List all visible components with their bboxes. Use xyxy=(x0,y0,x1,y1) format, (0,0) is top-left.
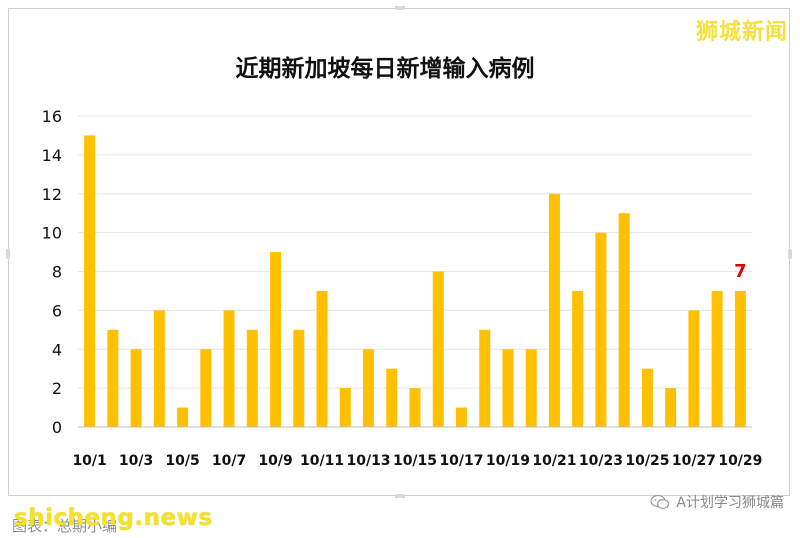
site-watermark: shicheng.news xyxy=(14,505,213,531)
bar-10-6 xyxy=(200,349,212,427)
bar-10-21 xyxy=(548,193,560,427)
bar-10-2 xyxy=(107,329,119,427)
y-tick-label: 14 xyxy=(42,146,62,165)
resize-handle-top[interactable] xyxy=(395,6,405,10)
bar-10-1 xyxy=(84,135,96,427)
resize-handle-bottom[interactable] xyxy=(395,494,405,498)
x-tick-label: 10/11 xyxy=(300,453,344,469)
x-tick-label: 10/19 xyxy=(486,453,530,469)
x-axis-ticks: 10/1 10/3 10/5 10/7 10/9 10/11 10/13 10/15 10/17… xyxy=(72,453,762,469)
y-tick-label: 6 xyxy=(52,301,62,320)
bar-10-24 xyxy=(618,213,630,427)
chart-title: 近期新加坡每日新增输入病例 xyxy=(236,55,535,82)
bar-10-17 xyxy=(455,407,467,427)
bar-10-3 xyxy=(130,349,142,427)
bar-10-14 xyxy=(386,368,398,427)
y-tick-label: 16 xyxy=(42,107,62,126)
bar-10-18 xyxy=(479,329,491,427)
bars xyxy=(84,135,746,427)
bar-10-29 xyxy=(734,290,746,427)
bar-10-27 xyxy=(688,310,700,427)
bar-10-23 xyxy=(595,232,607,427)
y-tick-label: 2 xyxy=(52,379,62,398)
bar-chart: 近期新加坡每日新增输入病例 0 2 4 6 8 10 12 14 16 10/1 10/3 10/5… xyxy=(42,55,763,469)
x-tick-label: 10/29 xyxy=(718,453,762,469)
y-tick-label: 4 xyxy=(52,340,62,359)
bar-10-28 xyxy=(711,290,723,427)
bar-10-11 xyxy=(316,290,328,427)
wechat-account: A计划学习狮城篇 xyxy=(650,492,784,512)
bar-10-9 xyxy=(270,252,282,427)
x-tick-label: 10/17 xyxy=(439,453,483,469)
wechat-account-name: A计划学习狮城篇 xyxy=(676,495,784,511)
y-tick-label: 8 xyxy=(52,263,62,282)
x-tick-label: 10/9 xyxy=(258,453,292,469)
bar-10-15 xyxy=(409,388,421,427)
bar-10-7 xyxy=(223,310,235,427)
bar-10-12 xyxy=(339,388,351,427)
x-tick-label: 10/5 xyxy=(165,453,199,469)
bar-10-20 xyxy=(525,349,537,427)
x-tick-label: 10/21 xyxy=(532,453,576,469)
bar-10-4 xyxy=(153,310,165,427)
bar-10-13 xyxy=(363,349,375,427)
x-tick-label: 10/7 xyxy=(212,453,246,469)
x-tick-label: 10/23 xyxy=(579,453,623,469)
y-axis-ticks: 0 2 4 6 8 10 12 14 16 xyxy=(42,107,62,437)
highlight-annotation: 7 xyxy=(734,261,747,282)
x-tick-label: 10/1 xyxy=(72,453,106,469)
bar-10-16 xyxy=(432,271,444,427)
resize-handle-right[interactable] xyxy=(788,249,792,259)
gridlines xyxy=(78,115,752,389)
y-tick-label: 12 xyxy=(42,185,62,204)
y-tick-label: 10 xyxy=(42,224,62,243)
y-tick-label: 0 xyxy=(52,418,62,437)
brand-logo-text: 狮城新闻 xyxy=(695,20,788,45)
wechat-icon xyxy=(650,494,670,510)
x-tick-label: 10/15 xyxy=(393,453,437,469)
bar-10-19 xyxy=(502,349,514,427)
x-tick-label: 10/27 xyxy=(672,453,716,469)
bar-10-10 xyxy=(293,329,305,427)
bar-10-22 xyxy=(572,290,584,427)
resize-handle-left[interactable] xyxy=(6,249,10,259)
bar-10-8 xyxy=(246,329,258,427)
x-tick-label: 10/25 xyxy=(625,453,669,469)
x-tick-label: 10/13 xyxy=(346,453,390,469)
bar-10-26 xyxy=(665,388,677,427)
chart-caption: 图表：总期小编 xyxy=(12,517,118,535)
bar-10-5 xyxy=(177,407,189,427)
bar-10-25 xyxy=(641,368,653,427)
x-tick-label: 10/3 xyxy=(119,453,153,469)
